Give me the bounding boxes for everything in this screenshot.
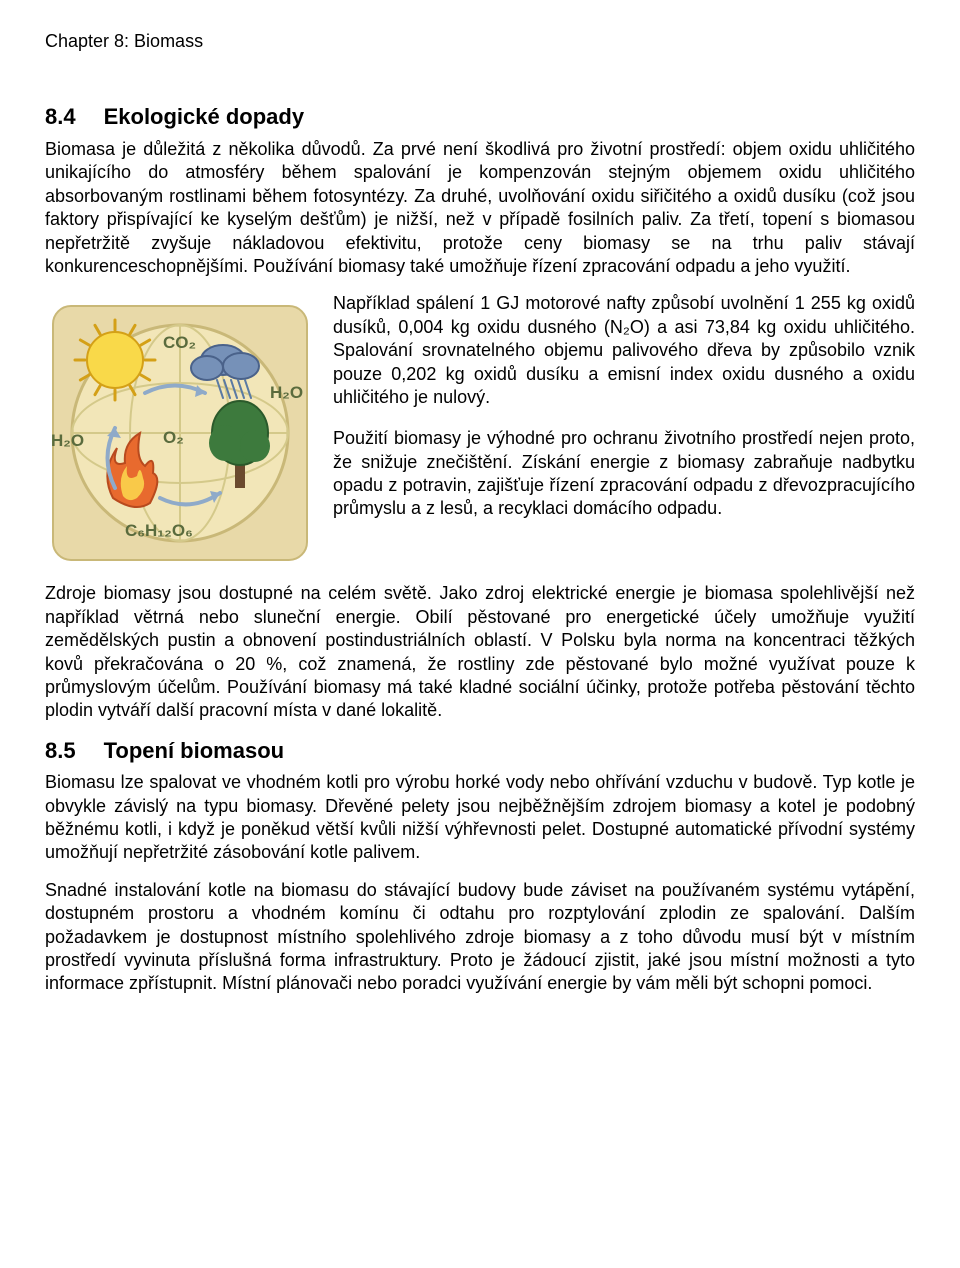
svg-text:C₆H₁₂O₆: C₆H₁₂O₆ [125,521,193,540]
svg-text:O₂: O₂ [163,428,184,447]
section-title: Topení biomasou [104,738,284,763]
svg-text:CO₂: CO₂ [163,333,196,352]
svg-text:H₂O: H₂O [270,383,303,402]
chapter-header: Chapter 8: Biomass [45,30,915,53]
paragraph: Biomasu lze spalovat ve vhodném kotli pr… [45,771,915,865]
section-number: 8.5 [45,737,76,766]
paragraph: Zdroje biomasy jsou dostupné na celém sv… [45,582,915,722]
section-title: Ekologické dopady [104,104,305,129]
section-heading-84: 8.4 Ekologické dopady [45,103,915,132]
biomass-cycle-diagram: CO₂ H₂O H₂O O₂ C₆H₁₂O₆ [45,298,315,568]
section-number: 8.4 [45,103,76,132]
svg-text:H₂O: H₂O [51,431,84,450]
figure-text-block: CO₂H₂OH₂OO₂C₆H₁₂O₆ Například spálení 1 G… [45,292,915,568]
paragraph: Biomasa je důležitá z několika důvodů. Z… [45,138,915,278]
paragraph: Snadné instalování kotle na biomasu do s… [45,879,915,996]
section-heading-85: 8.5 Topení biomasou [45,737,915,766]
